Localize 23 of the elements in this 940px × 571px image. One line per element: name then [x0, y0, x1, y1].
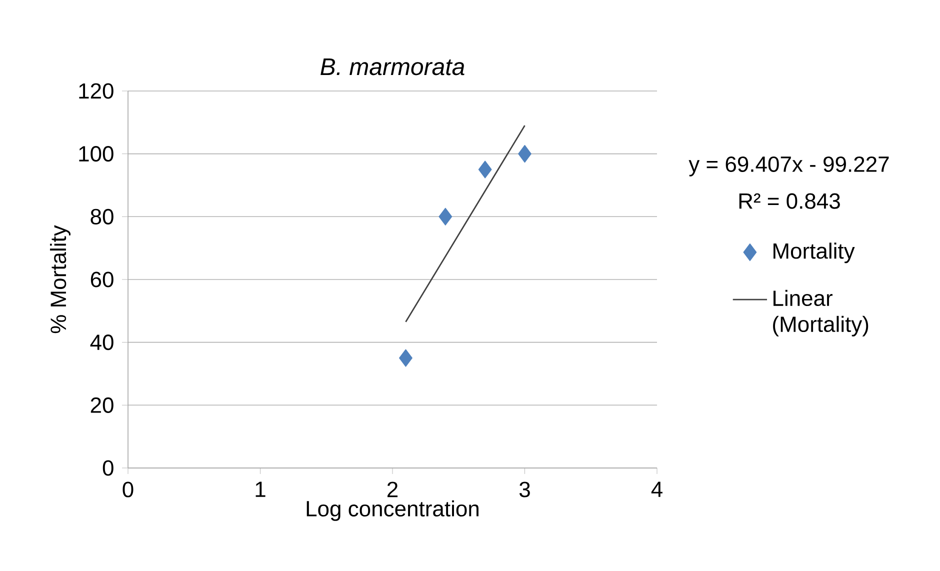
y-tick-label: 20	[90, 397, 114, 413]
y-tick-label: 40	[90, 334, 114, 350]
text: y = 69.407x - 99.227	[688, 156, 889, 176]
x-tick-label: 4	[651, 482, 662, 497]
chart-title: B. marmorata	[320, 58, 464, 76]
legend-label: Linear (Mortality)	[773, 290, 868, 336]
x-tick-label: 2	[387, 482, 398, 498]
y-tick-label: 120	[79, 83, 114, 99]
y-axis-title: % Mortality	[50, 225, 70, 334]
x-axis-title: Log concentration	[306, 500, 478, 521]
y-tick-label: 80	[90, 208, 114, 224]
x-tick-label: 0	[122, 482, 134, 498]
x-tick-label: 3	[519, 482, 530, 498]
y-tick-label: 0	[102, 460, 114, 476]
y-tick-label: 60	[90, 272, 114, 288]
text: R² = 0.843	[739, 193, 840, 209]
x-tick-label: 1	[256, 482, 266, 497]
point	[438, 208, 452, 226]
y-tick-label: 100	[79, 146, 114, 162]
point	[518, 145, 532, 163]
point	[478, 160, 492, 178]
point	[399, 349, 412, 367]
legend-label: Mortality	[774, 242, 855, 264]
